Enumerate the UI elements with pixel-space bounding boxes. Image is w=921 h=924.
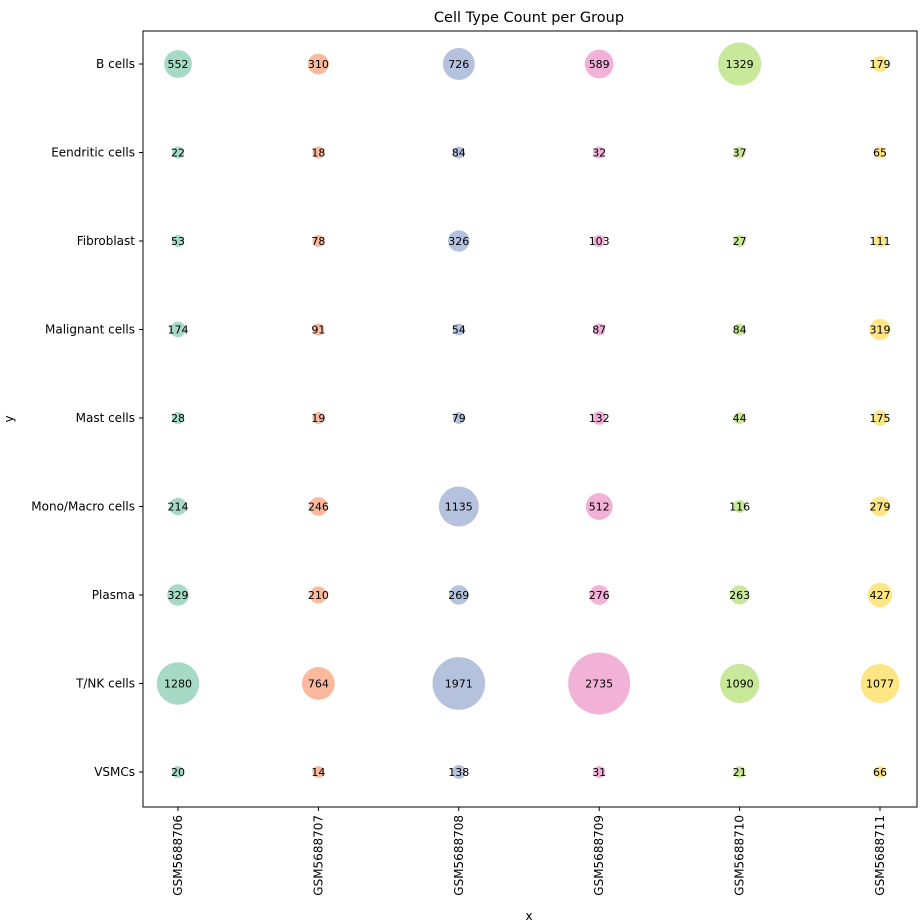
bubble-value-label: 1090 — [726, 678, 754, 691]
bubble-value-label: 20 — [171, 766, 185, 779]
y-tick-label: T/NK cells — [75, 677, 135, 691]
bubble-value-label: 103 — [589, 235, 610, 248]
bubble-value-label: 329 — [168, 589, 189, 602]
x-tick-label: GSM5688708 — [452, 815, 466, 896]
bubble-value-label: 37 — [733, 147, 747, 160]
x-tick-label: GSM5688710 — [733, 815, 747, 896]
bubble-value-label: 132 — [589, 412, 610, 425]
bubble-value-label: 276 — [589, 589, 610, 602]
y-axis-ticks: B cells Eendritic cells Fibroblast Malignan… — [31, 57, 143, 779]
bubble-value-label: 726 — [448, 58, 469, 71]
chart-title: Cell Type Count per Group — [434, 10, 624, 26]
bubble-value-label: 31 — [592, 766, 606, 779]
bubble-value-label: 589 — [589, 58, 610, 71]
y-tick-label: Fibroblast — [77, 234, 136, 248]
bubble-value-label: 319 — [870, 324, 891, 337]
bubble-value-label: 175 — [870, 412, 891, 425]
bubble-value-label: 66 — [873, 766, 887, 779]
bubble-value-label: 279 — [870, 501, 891, 514]
bubble-value-label: 87 — [592, 324, 606, 337]
bubble-value-label: 552 — [168, 58, 189, 71]
bubble-value-label: 79 — [452, 412, 466, 425]
bubble-value-label: 22 — [171, 147, 185, 160]
bubble-value-label: 18 — [311, 147, 325, 160]
bubble-value-label: 65 — [873, 147, 887, 160]
x-tick-label: GSM5688706 — [171, 815, 185, 896]
bubble-value-label: 326 — [448, 235, 469, 248]
bubble-value-label: 138 — [448, 766, 469, 779]
bubble-value-label: 19 — [311, 412, 325, 425]
bubble-value-label: 269 — [448, 589, 469, 602]
bubble-value-label: 54 — [452, 324, 466, 337]
bubble-value-label: 44 — [733, 412, 747, 425]
y-axis-label: y — [2, 415, 16, 422]
bubble-value-label: 111 — [870, 235, 891, 248]
bubble-value-label: 32 — [592, 147, 606, 160]
y-tick-label: Mono/Macro cells — [31, 500, 135, 514]
bubble-value-label: 427 — [870, 589, 891, 602]
bubble-value-label: 84 — [452, 147, 466, 160]
bubble-chart: Cell Type Count per Group 552 310 726 589 13… — [0, 0, 921, 924]
bubble-value-label: 1280 — [164, 678, 192, 691]
x-axis-ticks: GSM5688706 GSM5688707 GSM5688708 GSM5688709… — [171, 807, 887, 896]
y-tick-label: Eendritic cells — [51, 146, 135, 160]
bubble-value-label: 214 — [168, 501, 189, 514]
bubble-value-label: 28 — [171, 412, 185, 425]
bubble-value-label: 1135 — [445, 501, 473, 514]
bubble-value-label: 210 — [308, 589, 329, 602]
y-tick-label: Plasma — [92, 588, 135, 602]
y-tick-label: VSMCs — [94, 765, 135, 779]
bubble-value-label: 78 — [311, 235, 325, 248]
plot-area-frame — [143, 31, 917, 807]
bubble-value-label: 21 — [733, 766, 747, 779]
bubble-value-label: 310 — [308, 58, 329, 71]
bubble-value-label: 512 — [589, 501, 610, 514]
bubble-value-label: 84 — [733, 324, 747, 337]
bubble-value-label: 764 — [308, 678, 329, 691]
bubble-value-label: 263 — [729, 589, 750, 602]
bubble-value-label: 116 — [729, 501, 750, 514]
x-tick-label: GSM5688707 — [311, 815, 325, 896]
bubble-value-label: 1329 — [726, 58, 754, 71]
bubble-value-label: 27 — [733, 235, 747, 248]
bubble-value-label: 2735 — [585, 678, 613, 691]
bubble-value-label: 174 — [168, 324, 189, 337]
bubble-value-label: 14 — [311, 766, 325, 779]
bubble-value-label: 1077 — [866, 678, 894, 691]
bubble-value-label: 246 — [308, 501, 329, 514]
y-tick-label: Mast cells — [76, 411, 135, 425]
bubble-value-label: 179 — [870, 58, 891, 71]
x-tick-label: GSM5688711 — [873, 815, 887, 896]
bubble-value-label: 53 — [171, 235, 185, 248]
y-tick-label: Malignant cells — [45, 323, 135, 337]
bubble-value-label: 1971 — [445, 678, 473, 691]
x-axis-label: x — [525, 909, 532, 923]
x-tick-label: GSM5688709 — [592, 815, 606, 896]
y-tick-label: B cells — [96, 57, 135, 71]
bubble-value-label: 91 — [311, 324, 325, 337]
